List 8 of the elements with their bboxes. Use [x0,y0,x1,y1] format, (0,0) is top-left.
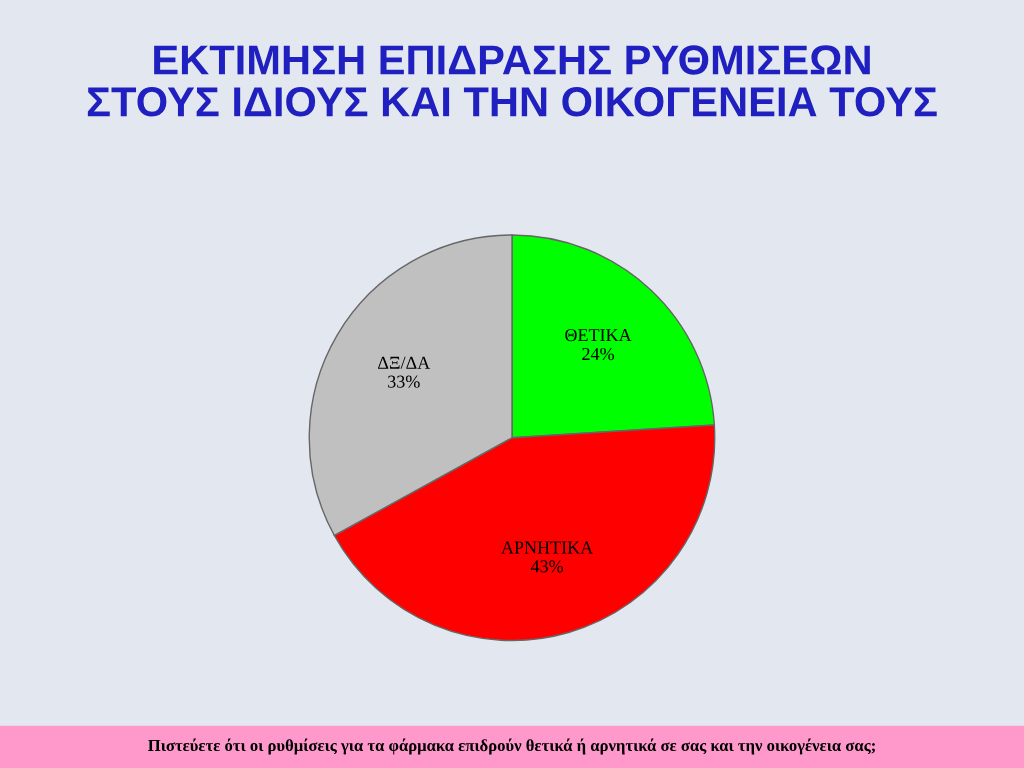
slice-label: ΘΕΤΙΚΑ [565,329,632,342]
data-label: 43% [530,560,563,573]
slice-label: ΔΞ/ΔΑ [378,356,431,369]
text: Πιστεύετε ότι οι ρυθμίσεις για τα φάρμακα επιδρούν θετικά ή αρνητικά σε σας και την οικογένεια σας; [148,738,875,755]
slice-label: ΑΡΝΗΤΙΚΑ [501,541,594,554]
data-label: 33% [388,375,420,388]
data-label: 24% [582,347,614,361]
chart-title: ΕΚΤΙΜΗΣΗ ΕΠΙΔΡΑΣΗΣ ΡΥΘΜΙΣΕΩΝ ΣΤΟΥΣ ΙΔΙΟΥΣ ΚΑΙ ΤΗΝ ΟΙΚΟΓΕΝΕΙΑ ΤΟΥΣ [87,45,937,117]
